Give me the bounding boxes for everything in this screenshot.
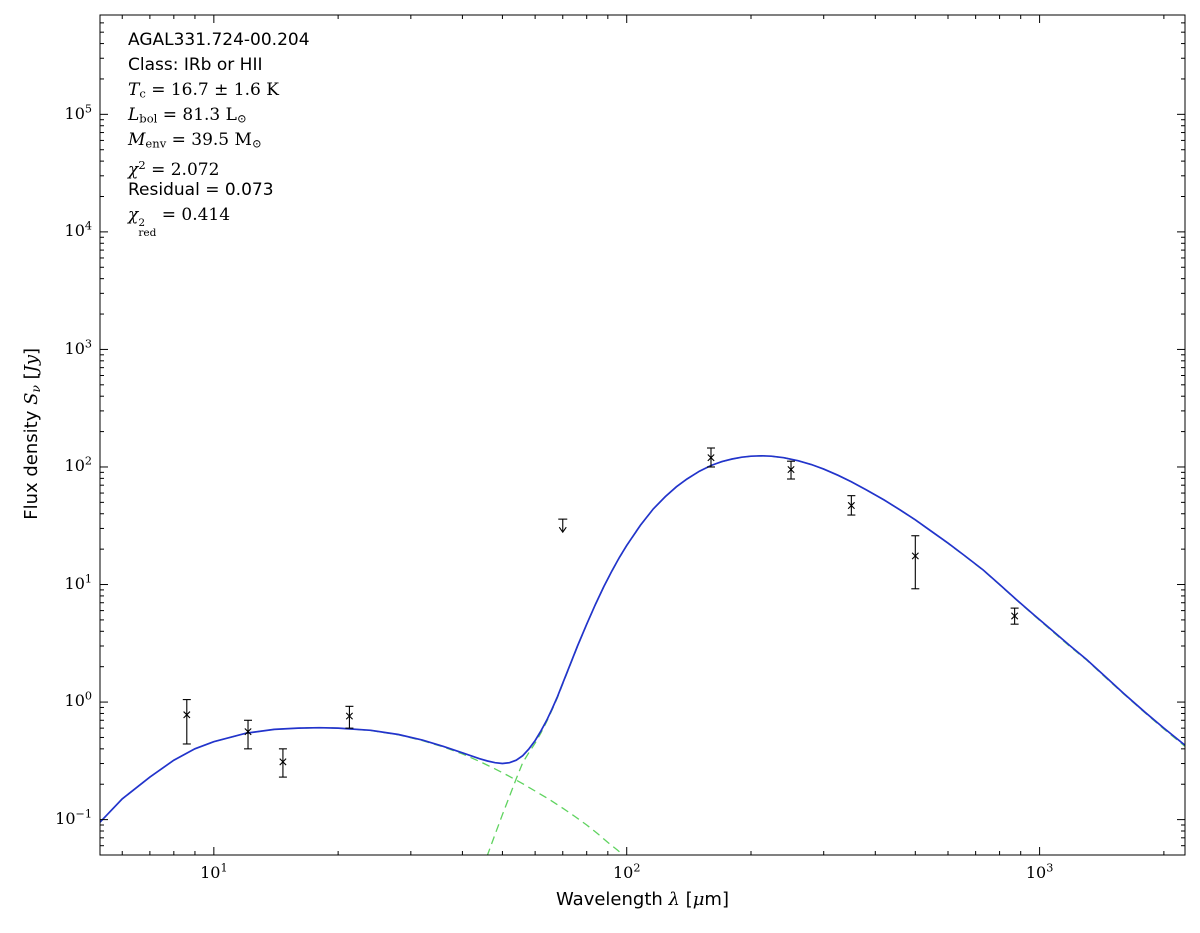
data-point (278, 748, 287, 778)
annotation-line: Tc = 16.7 ± 1.6 K (128, 80, 279, 101)
annotation-line: χ 2 red = 0.414 (128, 205, 231, 239)
plot-frame (99, 14, 1186, 856)
y-tick-label: 101 (64, 572, 92, 593)
data-point (847, 495, 856, 516)
y-tick-label: 10−1 (55, 807, 92, 828)
hot-component-greybody-curve (100, 727, 625, 855)
data-point (345, 705, 354, 729)
annotation-line: Class: IRb or HII (128, 55, 263, 75)
axis-ticks (100, 15, 1185, 855)
cold-component-greybody-curve (486, 455, 1185, 855)
data-point (182, 699, 191, 745)
y-tick-label: 100 (64, 690, 92, 711)
annotation-line: AGAL331.724-00.204 (128, 30, 310, 50)
data-point (706, 447, 715, 468)
annotation-line: Residual = 0.073 (128, 180, 274, 200)
data-point (787, 460, 796, 480)
y-tick-label: 104 (64, 219, 92, 241)
upper-limit-arrow (558, 518, 568, 534)
sup-sub-script: 2 red (138, 216, 157, 239)
y-tick-label: 102 (64, 454, 92, 476)
annotation-line: Lbol = 81.3 L⊙ (128, 105, 247, 126)
annotation-block: AGAL331.724-00.204 Class: IRb or HII Tc = … (128, 28, 310, 239)
data-point (1010, 607, 1019, 625)
data-point (244, 719, 253, 750)
x-tick-label: 102 (612, 862, 641, 883)
y-tick-label: 105 (64, 102, 92, 123)
y-tick-label: 103 (64, 337, 92, 358)
annotation-line: Menv = 39.5 M⊙ (128, 130, 262, 151)
data-point (911, 535, 920, 590)
x-tick-label: 103 (1025, 862, 1054, 883)
x-axis-label: Wavelength λ [μm] (556, 889, 729, 910)
model-total-fit-curve (100, 454, 1185, 823)
y-axis-label: Flux density Sν [Jy] (21, 347, 43, 520)
x-tick-label: 101 (200, 862, 228, 883)
annotation-line: χ2 = 2.072 (128, 158, 220, 180)
